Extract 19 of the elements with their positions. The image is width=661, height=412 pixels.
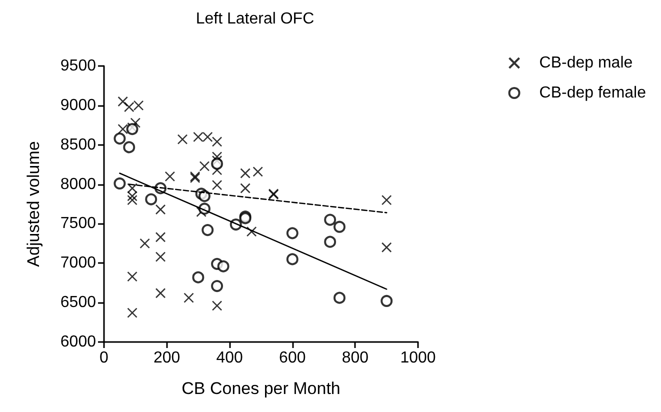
y-tick-label: 9500 xyxy=(60,58,96,74)
y-tick-label: 9000 xyxy=(60,96,96,114)
y-tick-label: 6000 xyxy=(60,334,96,350)
x-tick-label: 1000 xyxy=(400,350,436,366)
chart-title: Left Lateral OFC xyxy=(196,10,314,28)
x-tick-label: 600 xyxy=(279,350,306,366)
y-tick-label: 7500 xyxy=(60,215,96,232)
y-tick-label: 8500 xyxy=(60,136,96,154)
y-tick-label: 7000 xyxy=(60,254,96,272)
legend-label: CB-dep male xyxy=(539,54,633,72)
y-tick-label: 6500 xyxy=(60,294,96,312)
x-tick-label: 800 xyxy=(342,350,369,366)
y-axis-title: Adjusted volume xyxy=(24,141,43,267)
legend-label: CB-dep female xyxy=(539,84,646,102)
x-axis-title: CB Cones per Month xyxy=(182,379,340,398)
x-tick-label: 400 xyxy=(216,350,244,366)
y-tick-label: 8000 xyxy=(60,176,96,193)
x-tick-label: 0 xyxy=(100,350,109,366)
x-tick-label: 200 xyxy=(153,350,180,366)
